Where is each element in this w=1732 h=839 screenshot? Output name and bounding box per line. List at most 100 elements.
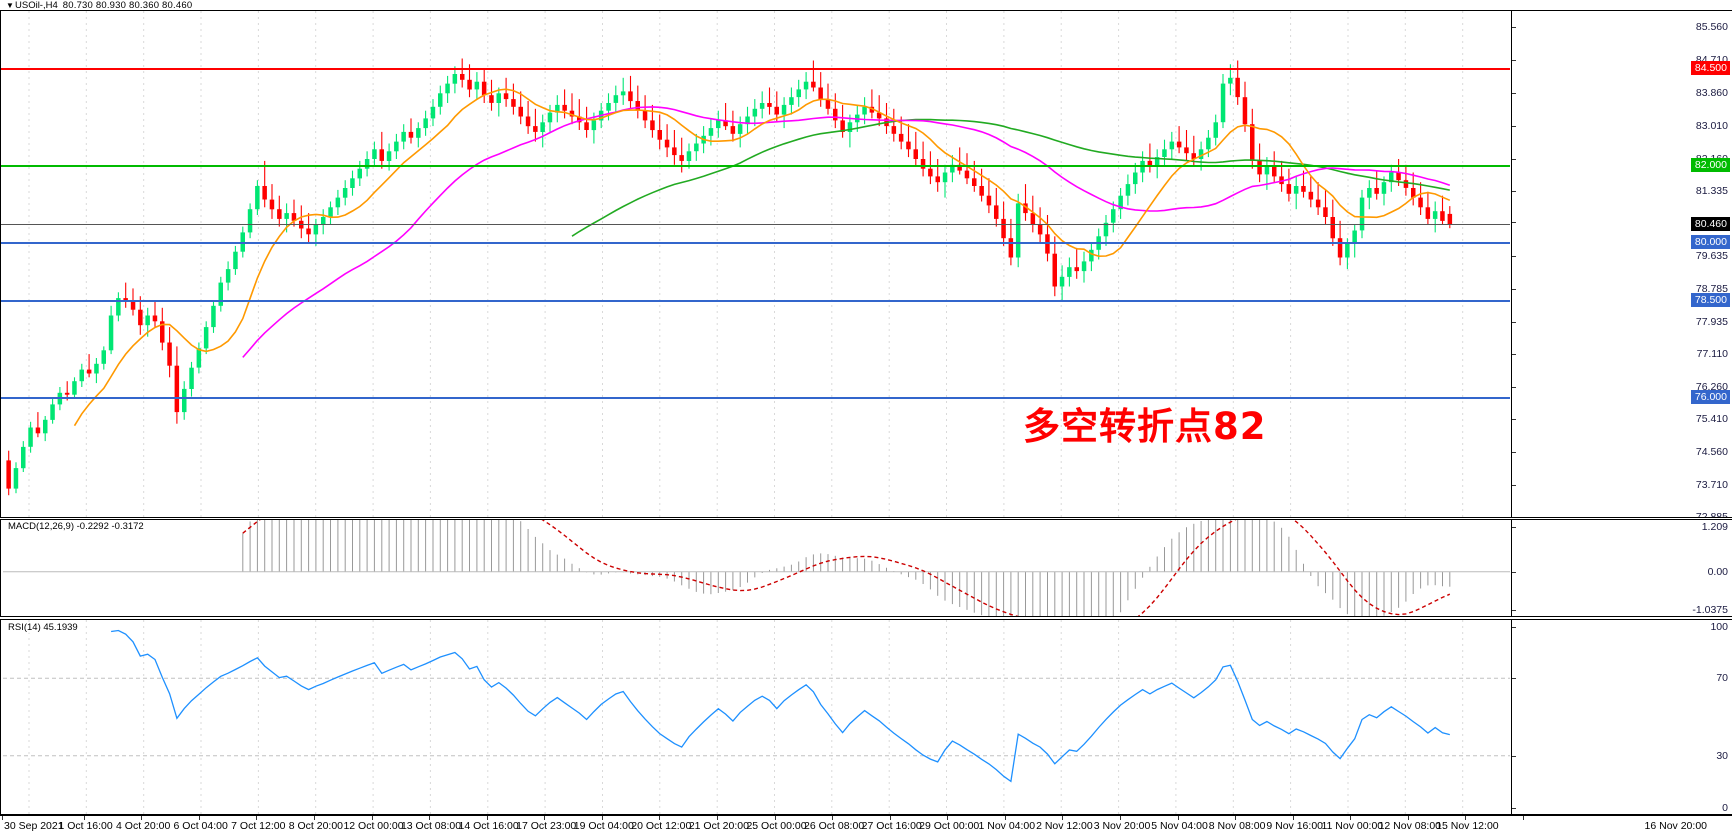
price-axis-tick: 85.560 bbox=[1695, 21, 1728, 34]
price-level-label[interactable]: 82.000 bbox=[1690, 157, 1730, 172]
price-axis-tickmark bbox=[1512, 92, 1516, 94]
macd-axis-tick: 0.00 bbox=[1707, 565, 1728, 578]
rsi-axis-tick: 0 bbox=[1722, 802, 1728, 814]
date-axis-tickmark bbox=[141, 816, 143, 820]
date-axis: 30 Sep 2021 1 Oct 16:00 4 Oct 20:00 6 Oct 0… bbox=[0, 815, 1732, 839]
date-axis-tick: 14 Oct 16:00 bbox=[458, 820, 519, 832]
price-level-line[interactable] bbox=[1, 242, 1510, 245]
date-axis-tickmark bbox=[889, 816, 891, 820]
price-level-line[interactable] bbox=[1, 300, 1510, 302]
price-axis-tick: 77.935 bbox=[1695, 315, 1728, 328]
macd-panel[interactable]: 1.209 0.00 -1.0375 MACD(12,26,9) -0.2292 -… bbox=[0, 519, 1732, 617]
macd-axis: 1.209 0.00 -1.0375 bbox=[1511, 520, 1732, 616]
macd-series bbox=[3, 520, 1510, 616]
price-axis-tick: 78.785 bbox=[1695, 283, 1728, 295]
price-chart-panel[interactable]: 85.56084.71083.86083.01082.16081.33580.5… bbox=[0, 10, 1732, 518]
rsi-axis-tick: 30 bbox=[1716, 749, 1728, 762]
price-axis-tickmark bbox=[1512, 158, 1516, 160]
macd-axis-tickmark bbox=[1512, 571, 1516, 573]
date-axis-tick: 1 Nov 04:00 bbox=[978, 820, 1036, 832]
date-axis-tick: 16 Nov 20:00 bbox=[1644, 820, 1707, 832]
price-plot-area[interactable] bbox=[3, 11, 1510, 517]
price-axis-tick: 72.885 bbox=[1695, 511, 1728, 517]
date-axis-tick: 5 Nov 04:00 bbox=[1151, 820, 1208, 832]
macd-indicator-label: MACD(12,26,9) -0.2292 -0.3172 bbox=[7, 521, 145, 532]
date-axis-tickmark bbox=[1292, 816, 1294, 820]
rsi-series bbox=[3, 620, 1510, 814]
rsi-axis-tickmark bbox=[1512, 808, 1516, 809]
date-axis-tick: 26 Oct 08:00 bbox=[804, 820, 865, 832]
date-axis-tick: 11 Nov 00:00 bbox=[1321, 820, 1384, 832]
date-axis-tickmark bbox=[544, 816, 546, 820]
date-axis-tickmark bbox=[601, 816, 603, 820]
chart-titlebar: ▼USOil-,H4 80.730 80.930 80.360 80.460 bbox=[0, 0, 1732, 11]
date-axis-tick: 27 Oct 16:00 bbox=[861, 820, 922, 832]
date-axis-tick: 29 Oct 00:00 bbox=[919, 820, 980, 832]
rsi-axis-tick: 70 bbox=[1716, 672, 1728, 685]
date-axis-tickmark bbox=[1465, 816, 1467, 820]
date-axis-tickmark bbox=[429, 816, 430, 820]
price-axis: 85.56084.71083.86083.01082.16081.33580.5… bbox=[1511, 11, 1732, 517]
date-axis-tick: 12 Oct 00:00 bbox=[343, 820, 404, 832]
date-axis-tickmark bbox=[1120, 816, 1121, 820]
date-axis-tickmark bbox=[1407, 816, 1409, 820]
date-axis-tick: 6 Oct 04:00 bbox=[173, 820, 228, 832]
price-level-line[interactable] bbox=[1, 224, 1510, 226]
date-axis-tick: 21 Oct 20:00 bbox=[688, 820, 749, 832]
date-axis-tick: 8 Oct 20:00 bbox=[288, 820, 344, 832]
price-axis-tickmark bbox=[1512, 256, 1516, 258]
macd-axis-tick: -1.0375 bbox=[1692, 604, 1728, 616]
symbol-info-line: ▼USOil-,H4 80.730 80.930 80.360 80.460 bbox=[6, 0, 192, 11]
price-axis-tick: 81.335 bbox=[1695, 184, 1728, 197]
macd-axis-tick: 1.209 bbox=[1701, 521, 1728, 533]
current-price-label[interactable]: 80.460 bbox=[1690, 217, 1730, 232]
rsi-panel[interactable]: 100 70 30 0 RSI(14) 45.1939 bbox=[0, 619, 1732, 815]
date-axis-tickmark bbox=[1235, 816, 1237, 820]
date-axis-tick: 9 Nov 16:00 bbox=[1266, 820, 1323, 832]
date-axis-tickmark bbox=[83, 816, 85, 820]
date-axis-tick: 2 Nov 12:00 bbox=[1036, 820, 1093, 832]
date-axis-tick: 7 Oct 12:00 bbox=[231, 820, 286, 832]
date-axis-tickmark bbox=[256, 816, 258, 820]
price-axis-tickmark bbox=[1512, 222, 1516, 224]
price-axis-tickmark bbox=[1512, 125, 1516, 127]
price-axis-tickmark bbox=[1512, 452, 1516, 454]
macd-axis-tickmark bbox=[1512, 610, 1516, 611]
price-level-line[interactable] bbox=[1, 68, 1510, 71]
date-axis-tickmark bbox=[313, 816, 315, 820]
date-axis-tickmark bbox=[486, 816, 488, 820]
date-axis-tick: 19 Oct 04:00 bbox=[573, 820, 634, 832]
price-axis-tickmark bbox=[1512, 190, 1516, 192]
date-axis-tickmark bbox=[198, 816, 200, 820]
rsi-axis-tickmark bbox=[1512, 627, 1516, 628]
price-axis-tick: 77.110 bbox=[1696, 347, 1728, 360]
price-axis-tick: 83.860 bbox=[1695, 86, 1728, 99]
rsi-axis: 100 70 30 0 bbox=[1511, 620, 1732, 814]
price-level-label[interactable]: 78.500 bbox=[1690, 293, 1730, 307]
date-axis-tickmark bbox=[1177, 816, 1179, 820]
date-axis-tick: 3 Nov 20:00 bbox=[1093, 820, 1151, 832]
date-axis-tickmark bbox=[1062, 816, 1064, 820]
date-axis-tickmark bbox=[1350, 816, 1352, 820]
date-axis-tickmark bbox=[947, 816, 949, 820]
price-level-line[interactable] bbox=[1, 396, 1510, 399]
date-axis-tickmark bbox=[1523, 816, 1524, 820]
price-axis-tick: 79.635 bbox=[1695, 250, 1728, 263]
price-level-label[interactable]: 84.500 bbox=[1690, 61, 1730, 76]
chevron-down-icon[interactable]: ▼ bbox=[6, 1, 14, 10]
price-level-label[interactable]: 76.000 bbox=[1690, 389, 1730, 404]
price-axis-tickmark bbox=[1512, 386, 1516, 388]
price-axis-tick: 83.010 bbox=[1695, 119, 1728, 132]
date-axis-tickmark bbox=[371, 816, 373, 820]
date-axis-tick: 4 Oct 20:00 bbox=[116, 820, 171, 832]
date-axis-tickmark bbox=[716, 816, 718, 820]
date-axis-tick: 8 Nov 08:00 bbox=[1208, 820, 1266, 832]
price-axis-tickmark bbox=[1512, 419, 1516, 421]
rsi-axis-tick: 100 bbox=[1710, 621, 1728, 633]
rsi-plot-area bbox=[3, 620, 1510, 814]
date-axis-tickmark bbox=[2, 816, 3, 820]
date-axis-tickmark bbox=[1004, 816, 1006, 820]
price-level-line[interactable] bbox=[1, 164, 1510, 167]
price-level-label[interactable]: 80.000 bbox=[1690, 235, 1730, 250]
